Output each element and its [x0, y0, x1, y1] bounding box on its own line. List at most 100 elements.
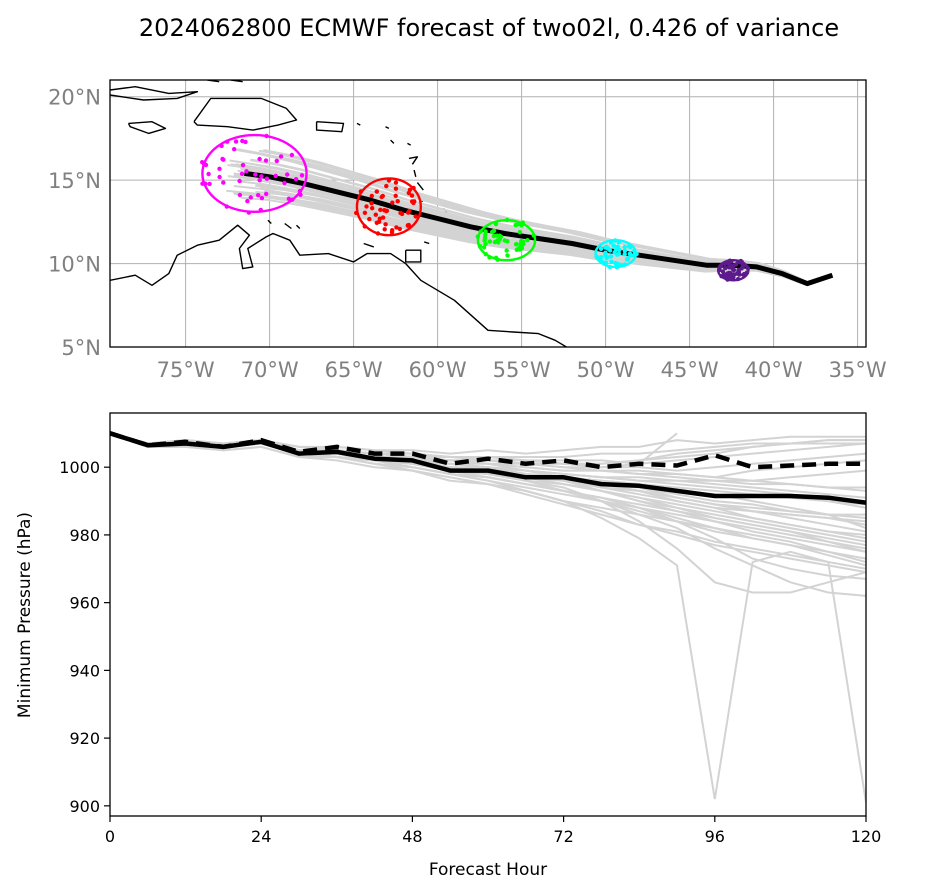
ensemble-position-point [274, 158, 279, 164]
ensemble-position-point [221, 180, 226, 185]
ensemble-position-point [237, 178, 242, 184]
ensemble-position-point [369, 201, 374, 206]
y-tick-label: 900 [69, 797, 100, 816]
ensemble-position-point [289, 152, 295, 158]
y-axis-label: Minimum Pressure (hPa) [15, 512, 35, 718]
ensemble-position-point [617, 247, 622, 253]
x-tick-label: 0 [105, 827, 115, 846]
x-tick-label: 72 [553, 827, 573, 846]
uncertainty-ellipse [355, 177, 422, 237]
ensemble-position-point [505, 253, 510, 258]
ensemble-position-point [233, 139, 239, 144]
ensemble-position-point [723, 265, 728, 271]
ensemble-position-point [622, 248, 628, 253]
ensemble-position-point [513, 222, 518, 228]
ensemble-position-point [629, 253, 634, 258]
ensemble-position-point [264, 176, 270, 181]
ensemble-position-point [412, 199, 417, 204]
dashed-pressure-line [110, 431, 866, 470]
mean-track-line [244, 170, 834, 287]
ensemble-position-point [220, 156, 225, 162]
ensemble-position-point [286, 196, 292, 201]
uncertainty-ellipse [476, 218, 537, 262]
ensemble-position-point [367, 216, 372, 222]
ensemble-position-point [243, 139, 248, 145]
ensemble-position-point [406, 190, 411, 196]
ensemble-position-point [382, 208, 387, 213]
ensemble-position-point [598, 246, 604, 251]
ensemble-position-point [616, 251, 622, 256]
ensemble-position-point [727, 265, 732, 270]
ensemble-position-point [378, 207, 383, 212]
ensemble-position-point [613, 261, 618, 266]
ensemble-position-point [607, 248, 613, 253]
ensemble-position-point [525, 238, 530, 243]
y-tick-label: 960 [69, 594, 100, 613]
coastline [385, 126, 390, 130]
coastline [284, 222, 292, 230]
ensemble-position-point [382, 227, 387, 232]
lon-tick-label: 55°W [493, 358, 551, 382]
ensemble-position-point [393, 180, 399, 185]
ensemble-position-point [483, 229, 488, 234]
ensemble-position-point [264, 191, 269, 197]
mean-pressure-lines [110, 431, 866, 505]
ensemble-position-point [362, 210, 368, 215]
y-tick-label: 1000 [59, 458, 100, 477]
map-frame [109, 79, 867, 348]
ensemble-position-point [622, 252, 627, 257]
y-tick-label: 920 [69, 729, 100, 748]
ensemble-position-point [369, 193, 374, 199]
ensemble-position-point [494, 233, 500, 238]
lat-tick-label: 5°N [61, 336, 101, 360]
coastline [407, 142, 412, 146]
ensemble-position-point [380, 193, 385, 199]
ensemble-position-point [245, 198, 250, 204]
ensemble-position-point [257, 178, 262, 183]
coastline [315, 121, 345, 133]
uncertainty-ellipse [594, 238, 638, 269]
coastline [413, 169, 417, 177]
ensemble-position-point [407, 208, 412, 214]
ensemble-track [258, 149, 833, 284]
ensemble-position-point [409, 193, 415, 198]
ensemble-position-point [259, 195, 265, 201]
coastline [110, 224, 568, 347]
ensemble-position-point [217, 174, 222, 180]
ensemble-position-point [622, 244, 627, 250]
ensemble-position-point [259, 174, 264, 179]
lon-tick-label: 40°W [745, 358, 803, 382]
lon-tick-label: 65°W [325, 358, 383, 382]
pressure-frame [109, 412, 867, 817]
mean-track [244, 170, 834, 287]
ensemble-position-point [217, 166, 222, 171]
ensemble-position-point [383, 222, 388, 227]
uncertainty-ellipse [716, 259, 750, 282]
uncertainty-ellipse [201, 133, 308, 214]
coastline [127, 121, 167, 135]
ensemble-position-point [397, 226, 402, 232]
y-tick-label: 940 [69, 661, 100, 680]
lon-tick-label: 50°W [577, 358, 635, 382]
ensemble-position-point [736, 269, 741, 274]
coastline [296, 224, 301, 229]
ensemble-position-point [393, 186, 399, 191]
ensemble-position-point [373, 212, 378, 217]
ensemble-position-point [517, 230, 523, 235]
coastline [390, 139, 395, 144]
ensemble-position-point [731, 275, 736, 280]
ensemble-position-point [481, 245, 487, 250]
ensemble-position-point [611, 243, 616, 248]
ensemble-position-point [495, 238, 500, 243]
ensemble-position-point [207, 181, 212, 187]
ensemble-position-point [482, 238, 487, 243]
coastline [193, 97, 298, 131]
coastline [405, 249, 422, 263]
ensemble-position-point [282, 180, 287, 186]
ensemble-position-point [376, 219, 382, 224]
lat-tick-label: 10°N [48, 253, 101, 277]
ensemble-position-point [390, 200, 395, 205]
lon-tick-label: 60°W [409, 358, 467, 382]
ensemble-position-point [237, 192, 243, 198]
